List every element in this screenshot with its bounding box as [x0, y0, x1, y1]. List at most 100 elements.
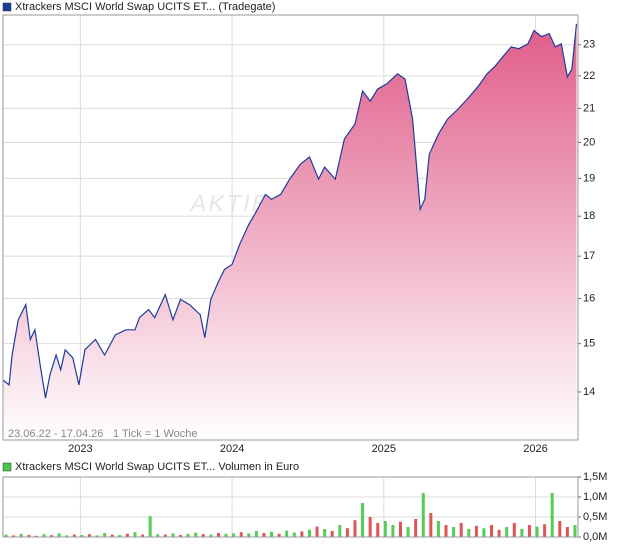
y-tick-label: 19: [583, 172, 595, 184]
plot-frame: [2, 476, 579, 538]
volume-bar: [353, 520, 357, 537]
y-tick-label: 15: [583, 338, 595, 350]
volume-bar: [383, 521, 387, 537]
volume-bar: [42, 534, 46, 537]
volume-bar: [125, 533, 129, 537]
volume-bar: [452, 527, 456, 537]
volume-bar: [224, 533, 228, 537]
area: [3, 23, 577, 441]
volume-bar: [406, 527, 410, 537]
volume-bar: [505, 527, 509, 537]
volume-bar: [345, 528, 349, 537]
volume-bar: [254, 531, 258, 537]
volume-bar: [133, 532, 137, 537]
volume-bar: [179, 535, 183, 537]
volume-bar: [482, 528, 486, 537]
volume-bar: [95, 535, 99, 537]
y-tick-label: 22: [583, 70, 595, 82]
volume-bar: [550, 493, 554, 537]
legend-swatch: [2, 2, 12, 12]
volume-bar: [27, 535, 31, 537]
volume-bar: [19, 533, 23, 537]
volume-bar: [262, 533, 266, 537]
volume-bar: [307, 529, 311, 537]
watermark: AKTIE: [188, 190, 269, 217]
volume-bar: [194, 532, 198, 537]
volume-bar: [497, 529, 501, 537]
volume-bar: [520, 529, 524, 537]
volume-bar: [376, 523, 380, 537]
volume-bar: [543, 524, 547, 537]
y-tick-label: 17: [583, 250, 595, 262]
volume-bar: [398, 521, 402, 537]
legend-label: Xtrackers MSCI World Swap UCITS ET... (T…: [15, 1, 275, 13]
volume-bar: [103, 533, 107, 537]
volume-bar: [436, 521, 440, 537]
volume-bar: [171, 533, 175, 537]
volume-bar: [535, 526, 539, 537]
volume-bar: [148, 516, 152, 537]
y-tick-label: 0,0M: [583, 531, 607, 543]
y-tick-label: 14: [583, 386, 595, 398]
y-tick-label: 1,0M: [583, 491, 607, 503]
y-tick-label: 21: [583, 102, 595, 114]
volume-bar: [565, 527, 569, 537]
volume-bar: [330, 531, 334, 537]
date-range: 23.06.22 - 17.04.26: [8, 428, 103, 440]
volume-bar: [50, 535, 54, 537]
y-tick-label: 16: [583, 292, 595, 304]
volume-bar: [141, 534, 145, 537]
volume-bar: [300, 531, 304, 537]
volume-bar: [414, 519, 418, 537]
volume-bar: [474, 525, 478, 537]
volume-bar: [292, 532, 296, 537]
plot-frame: [2, 14, 579, 441]
volume-bar: [163, 534, 167, 537]
volume-bar: [315, 526, 319, 537]
volume-bar: [277, 533, 281, 537]
volume-bar: [110, 534, 114, 537]
x-tick-label: 2023: [68, 443, 92, 455]
y-tick-label: 1,5M: [583, 471, 607, 483]
x-tick-label: 2025: [372, 443, 396, 455]
legend-label: Xtrackers MSCI World Swap UCITS ET... Vo…: [15, 461, 299, 473]
volume-bar: [186, 533, 190, 537]
volume-bar: [239, 532, 243, 537]
volume-bar: [34, 535, 38, 537]
y-tick-label: 18: [583, 210, 595, 222]
volume-bar: [459, 523, 463, 537]
y-tick-label: 0,5M: [583, 511, 607, 523]
volume-bar: [209, 534, 213, 537]
volume-bar: [444, 525, 448, 537]
volume-bar: [57, 533, 61, 537]
volume-bar: [232, 533, 236, 537]
volume-bar: [80, 535, 84, 537]
x-tick-label: 2024: [220, 443, 244, 455]
volume-bar: [368, 517, 372, 537]
volume-bar: [391, 525, 395, 537]
volume-bar: [65, 535, 69, 537]
volume-bar: [118, 535, 122, 537]
legend-swatch: [2, 462, 12, 472]
volume-bar: [87, 534, 91, 537]
volume-bar: [72, 534, 76, 537]
y-tick-label: 20: [583, 136, 595, 148]
volume-bar: [247, 533, 251, 537]
volume-bar: [527, 525, 531, 537]
volume-bar: [156, 534, 160, 537]
y-tick-label: 23: [583, 39, 595, 51]
volume-bar: [285, 530, 289, 537]
volume-bar: [467, 529, 471, 537]
tick-note: 1 Tick = 1 Woche: [113, 428, 197, 440]
volume-bar: [573, 525, 577, 537]
volume-bar: [12, 535, 16, 537]
volume-bar: [216, 533, 220, 537]
volume-bar: [338, 525, 342, 537]
volume-bar: [361, 503, 365, 537]
volume-bar: [323, 529, 327, 537]
volume-bar: [421, 493, 425, 537]
volume-bar: [429, 513, 433, 537]
x-tick-label: 2026: [523, 443, 547, 455]
volume-bar: [270, 531, 274, 537]
